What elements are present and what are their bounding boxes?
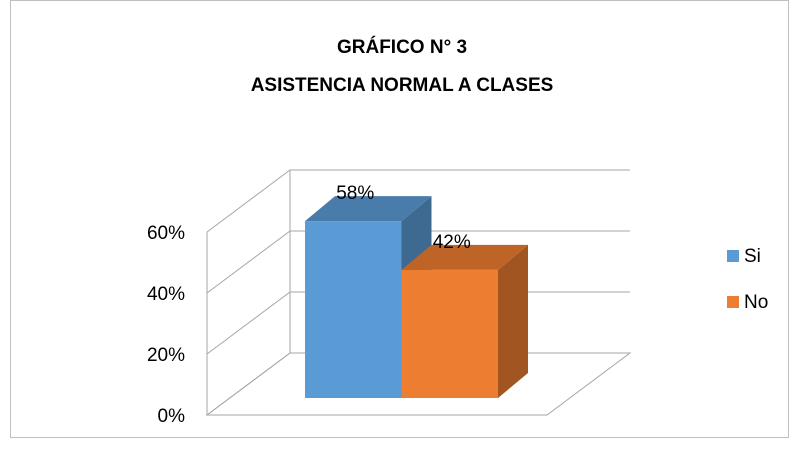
grid-line — [206, 230, 630, 294]
bar — [401, 269, 498, 398]
y-tick-label: 40% — [147, 284, 185, 305]
y-tick-label: 20% — [147, 345, 185, 366]
grid-line — [206, 169, 630, 233]
chart-subtitle: ASISTENCIA NORMAL A CLASES — [251, 75, 554, 96]
bar — [305, 221, 402, 398]
bar-top — [305, 196, 432, 222]
bar-side — [498, 244, 528, 398]
chart-title: GRÁFICO N° 3 — [337, 36, 467, 58]
bar-top — [401, 244, 528, 270]
y-tick-label: 60% — [147, 223, 185, 244]
data-label: 42% — [433, 232, 471, 253]
legend-swatch — [727, 296, 739, 308]
legend-label: No — [744, 292, 768, 313]
y-tick-label: 0% — [158, 406, 186, 427]
data-label: 58% — [336, 183, 374, 204]
legend-swatch — [727, 250, 739, 262]
legend-label: Si — [744, 246, 761, 267]
